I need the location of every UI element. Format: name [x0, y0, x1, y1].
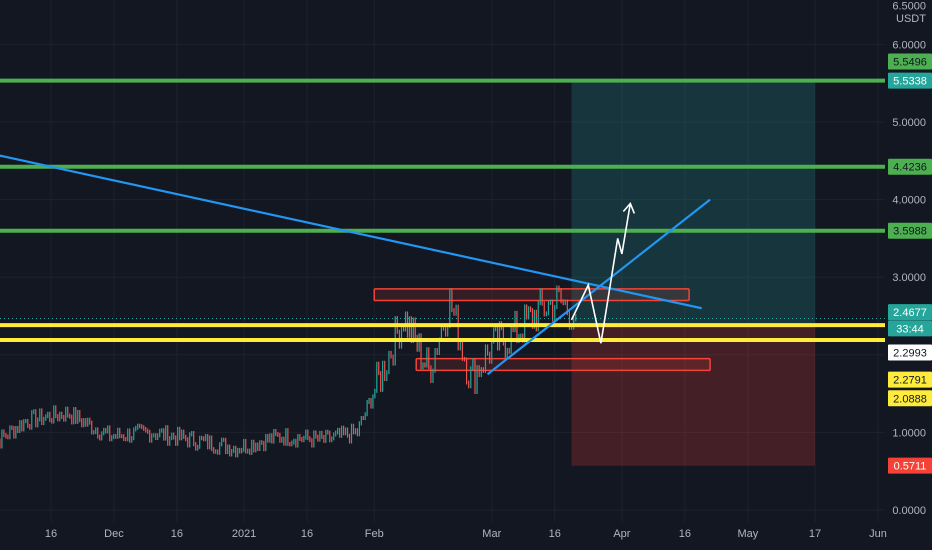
price-badge: [888, 222, 932, 239]
price-badge: [888, 158, 932, 175]
horizontal-levels: [0, 78, 885, 343]
profit-zone: [571, 80, 816, 326]
time-tick-label: Jun: [869, 528, 887, 540]
price-badge-label: 5.5496: [893, 56, 927, 68]
price-tick-label: 6.5000: [892, 1, 926, 13]
time-tick-label: 17: [809, 528, 821, 540]
price-badge: [888, 457, 932, 474]
resistance-box: [373, 288, 690, 302]
price-badge-label: 2.0888: [893, 393, 927, 405]
price-tick-label: 6.0000: [892, 39, 926, 51]
drawing-zones: [373, 80, 816, 466]
price-badge: [888, 53, 932, 70]
price-badge-label: 5.5338: [893, 76, 927, 88]
price-badge: [888, 390, 932, 407]
projection-path: [570, 201, 636, 344]
price-badge-label: 33:44: [896, 323, 924, 335]
time-tick-label: May: [737, 528, 758, 540]
trendline-ascending: [486, 198, 711, 376]
price-badge-label: 2.4677: [893, 307, 927, 319]
price-tick-label: 4.0000: [892, 195, 926, 207]
price-badge-label: 0.5711: [894, 461, 927, 473]
price-badge: [888, 304, 932, 321]
price-badge-label: 2.2791: [893, 375, 927, 387]
price-badge-label: 3.5988: [893, 226, 927, 238]
price-tick-label: 0.0000: [892, 505, 926, 517]
time-axis[interactable]: 16 Dec 16 2021 16 Feb Mar 16 Apr 16 May 17 Jun: [45, 528, 887, 540]
time-tick-label: Mar: [482, 528, 501, 540]
time-tick-label: 16: [679, 528, 691, 540]
price-badge: [888, 344, 932, 361]
trendline-descending: [0, 154, 702, 310]
price-axis-badges: 5.5496 5.5338 4.4236 3.5988 2.4677 33:44 2.299…: [888, 53, 932, 474]
price-badge-label: 2.2993: [893, 347, 927, 359]
price-badge-label: 4.4236: [893, 162, 927, 174]
time-tick-label: 2021: [232, 528, 256, 540]
price-tick-label: 1.0000: [892, 427, 926, 439]
price-tick-label: 3.0000: [892, 272, 926, 284]
time-tick-label: Feb: [365, 528, 384, 540]
price-series: [0, 285, 577, 458]
grid: [0, 0, 885, 522]
trendlines: [0, 154, 711, 376]
currency-label: USDT: [896, 13, 926, 25]
price-badge: [888, 320, 932, 337]
time-tick-label: Apr: [613, 528, 630, 540]
price-badge: [888, 371, 932, 388]
support-box: [415, 357, 711, 372]
projection-line: [570, 203, 632, 344]
time-tick-label: Dec: [104, 528, 124, 540]
time-tick-label: 16: [301, 528, 313, 540]
time-tick-label: 16: [549, 528, 561, 540]
projection-arrowhead: [622, 201, 636, 214]
price-badge: [888, 72, 932, 89]
price-tick-label: 5.0000: [892, 117, 926, 129]
loss-zone: [571, 325, 816, 466]
time-tick-label: 16: [45, 528, 57, 540]
time-tick-label: 16: [171, 528, 183, 540]
